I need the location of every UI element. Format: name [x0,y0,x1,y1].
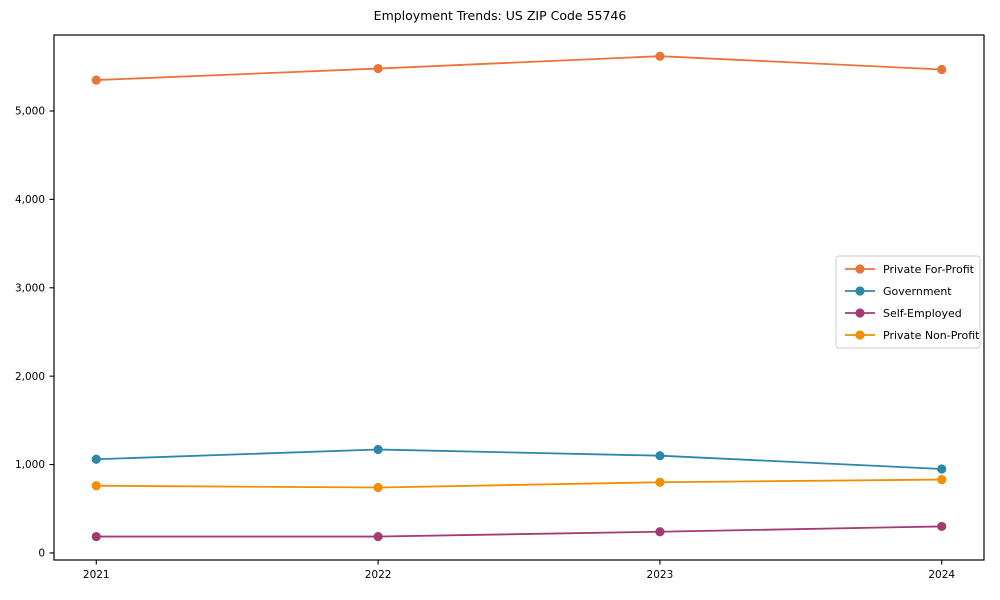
data-point [937,474,947,485]
series-line-private-non-profit [96,478,942,489]
legend-box [835,255,981,349]
data-point [655,477,665,487]
y-tick-label: 1,000 [15,459,45,471]
data-point [91,531,101,542]
data-point [373,482,383,493]
plot-area-border [53,34,985,561]
series-line-private-for-profit [96,55,942,81]
legend-marker-dot [855,330,865,340]
data-point [655,51,665,61]
y-tick-label: 5,000 [15,106,45,118]
data-point [91,481,101,491]
x-tick-label: 2023 [647,569,674,581]
data-point [91,454,101,464]
legend-marker-dot [855,264,865,274]
y-tick-label: 0 [38,548,45,560]
x-tick-label: 2021 [83,569,110,581]
legend-marker-dot [855,308,865,318]
data-point [373,444,383,455]
y-tick-label: 3,000 [15,282,45,294]
data-point [655,527,665,537]
legend-label: Private Non-Profit [883,329,980,342]
legend-marker-dot [855,286,865,296]
y-tick-label: 4,000 [15,194,45,206]
series-line-government [96,448,942,470]
data-point [91,75,101,85]
x-tick-label: 2024 [928,569,955,581]
legend-label: Private For-Profit [883,263,975,276]
chart-title: Employment Trends: US ZIP Code 55746 [373,8,627,23]
y-tick-label: 2,000 [15,371,45,383]
series-line-self-employed [96,525,942,538]
legend-label: Government [883,285,952,298]
data-point [373,531,383,542]
data-point [937,521,947,532]
legend-label: Self-Employed [883,307,962,320]
data-point [373,63,383,74]
data-point [655,451,665,461]
data-point [937,464,947,474]
x-tick-label: 2022 [365,569,392,581]
data-point [937,64,947,75]
